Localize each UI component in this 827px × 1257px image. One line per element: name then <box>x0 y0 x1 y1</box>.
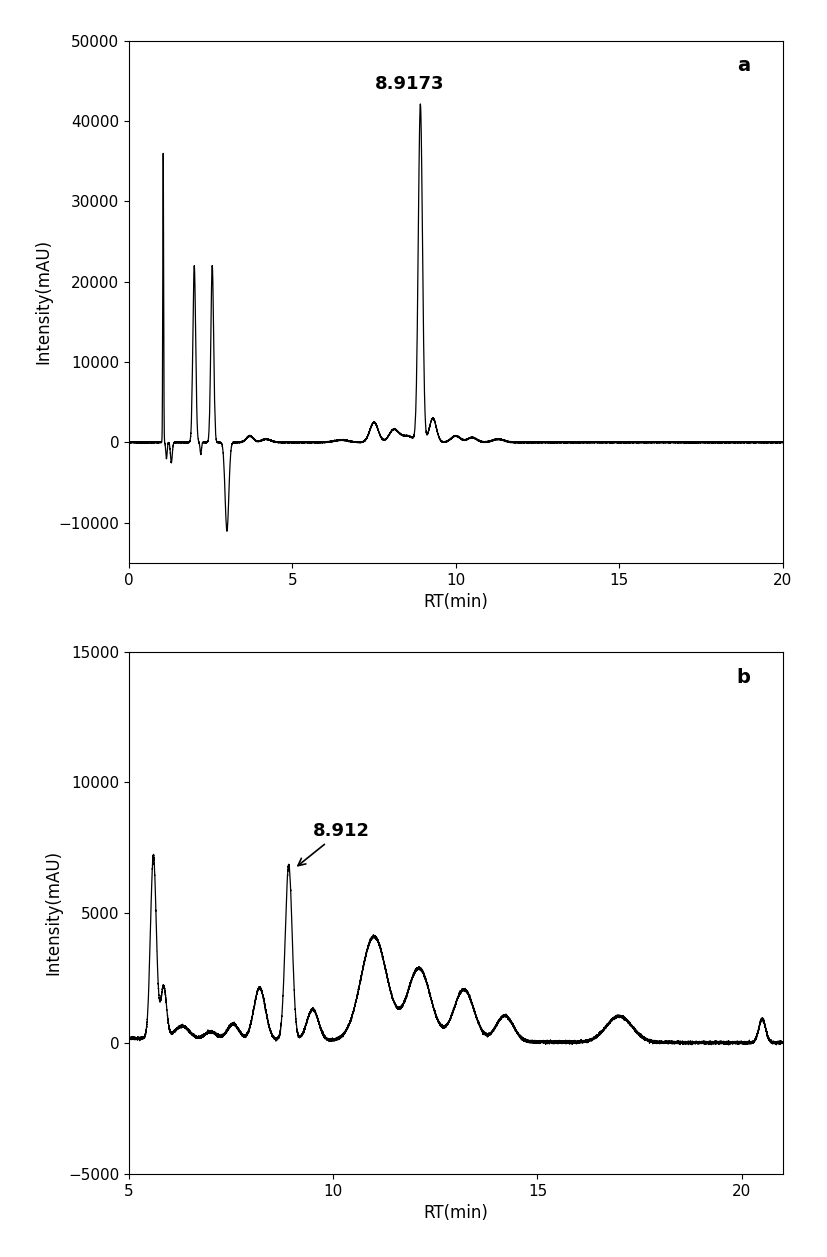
Text: b: b <box>736 667 750 686</box>
Text: 8.912: 8.912 <box>298 822 370 866</box>
X-axis label: RT(min): RT(min) <box>423 593 488 611</box>
Text: a: a <box>737 57 750 75</box>
Y-axis label: Intensity(mAU): Intensity(mAU) <box>35 239 53 365</box>
Y-axis label: Intensity(mAU): Intensity(mAU) <box>45 851 62 975</box>
X-axis label: RT(min): RT(min) <box>423 1204 488 1222</box>
Text: 8.9173: 8.9173 <box>375 75 445 93</box>
